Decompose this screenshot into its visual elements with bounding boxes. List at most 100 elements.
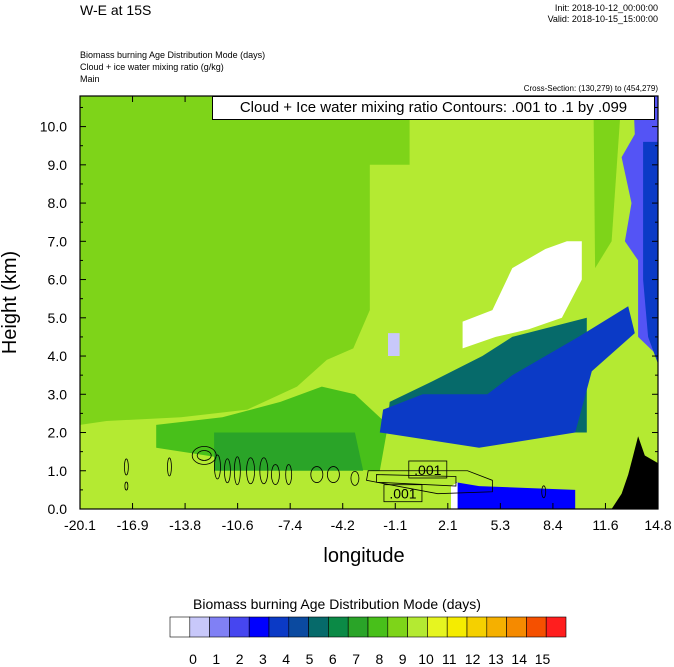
- colorbar-swatch: [446, 616, 468, 638]
- colorbar-label: 10: [418, 651, 434, 667]
- field-name-cloud: Cloud + ice water mixing ratio (g/kg): [80, 62, 224, 72]
- y-tick-label: 7.0: [48, 233, 68, 249]
- colorbar-label: 7: [352, 651, 360, 667]
- contour-ring: [326, 466, 340, 483]
- colorbar-swatch: [248, 616, 270, 638]
- colorbar-swatch: [229, 616, 250, 638]
- y-tick-label: 0.0: [48, 501, 68, 517]
- x-tick-label: 2.1: [438, 517, 458, 533]
- y-tick-label: 3.0: [48, 386, 68, 402]
- contour-ring: [271, 464, 280, 485]
- y-tick-label: 6.0: [48, 272, 68, 288]
- contour-ring: [124, 481, 129, 491]
- colorbar-swatch: [209, 616, 230, 638]
- field-region-blue-edge: [643, 141, 658, 364]
- field-cell-light: [388, 333, 400, 356]
- colorbar-label: 1: [212, 651, 220, 667]
- colorbar-title: Biomass burning Age Distribution Mode (d…: [193, 596, 481, 612]
- contour-label: .001: [389, 486, 416, 502]
- field-region-green: [80, 96, 410, 425]
- field-name-main: Main: [80, 74, 100, 84]
- colorbar-swatch: [347, 616, 369, 638]
- init-time: Init: 2018-10-12_00:00:00: [554, 3, 658, 13]
- y-tick-label: 5.0: [48, 310, 68, 326]
- colorbar-swatch: [308, 616, 329, 638]
- cross-section-label: Cross-Section: (130,279) to (454,279): [523, 84, 658, 93]
- contour-ring: [259, 457, 269, 485]
- field-region-green-upper: [593, 96, 622, 269]
- contour-ring: [167, 457, 172, 477]
- contour-label-box: [408, 460, 448, 479]
- colorbar-swatch: [427, 616, 448, 638]
- colorbar-label: 13: [488, 651, 504, 667]
- colorbar: 0 1 2 3 4 5 6 7 8 9 10 11 12 13 14 15: [169, 616, 567, 667]
- x-tick-label: -7.4: [278, 517, 302, 533]
- y-tick-label: 1.0: [48, 463, 68, 479]
- contour-label-box: [383, 484, 423, 503]
- x-tick-label: -16.9: [117, 517, 149, 533]
- x-tick-label: 8.4: [543, 517, 563, 533]
- x-tick-label: -13.8: [169, 517, 201, 533]
- colorbar-label: 12: [465, 651, 481, 667]
- contour-lines: .001 .001: [123, 446, 547, 503]
- colorbar-swatch: [486, 616, 507, 638]
- y-tick-label: 9.0: [48, 157, 68, 173]
- x-axis-label: longitude: [323, 545, 404, 567]
- colorbar-label: 9: [399, 651, 407, 667]
- colorbar-swatch: [387, 616, 408, 638]
- contour-ring: [223, 458, 231, 484]
- colorbar-swatch: [268, 616, 290, 638]
- valid-time: Valid: 2018-10-15_15:00:00: [547, 14, 658, 24]
- field-region-white: [462, 241, 582, 349]
- x-tick-label: 11.6: [592, 517, 618, 533]
- contour-ring: [214, 454, 221, 480]
- field-region-blue: [379, 306, 635, 448]
- x-tick-label: -10.6: [222, 517, 254, 533]
- x-tick-label: -4.2: [331, 517, 355, 533]
- colorbar-label: 14: [511, 651, 527, 667]
- contour-ring: [350, 471, 360, 486]
- field-region-white-surface: [451, 482, 458, 509]
- contour-ring: [246, 457, 255, 485]
- colorbar-label: 11: [442, 651, 457, 667]
- contour-ring: [123, 458, 129, 476]
- colorbar-swatch: [288, 616, 309, 638]
- field-region-dark-green: [214, 432, 364, 471]
- y-tick-label: 4.0: [48, 348, 68, 364]
- x-tick-label: -1.1: [383, 517, 407, 533]
- field-name-biomass: Biomass burning Age Distribution Mode (d…: [80, 50, 266, 60]
- x-tick-label: 14.8: [644, 517, 671, 533]
- y-axis-label: Height (km): [0, 251, 21, 354]
- contour-ring: [285, 464, 293, 485]
- contour-info-box: Cloud + Ice water mixing ratio Contours:…: [212, 96, 655, 120]
- colorbar-label: 15: [535, 651, 551, 667]
- contour-ring: [541, 485, 547, 499]
- contour-band: [366, 470, 493, 495]
- plot-title: W-E at 15S: [80, 2, 152, 18]
- colorbar-label: 2: [236, 651, 244, 667]
- y-tick-label: 2.0: [48, 425, 68, 441]
- colorbar-label: 5: [306, 651, 314, 667]
- y-tick-label: 8.0: [48, 195, 68, 211]
- colorbar-swatch: [545, 616, 567, 638]
- filled-field: [80, 96, 658, 509]
- contour-ring: [196, 450, 212, 461]
- colorbar-label: 4: [282, 651, 290, 667]
- colorbar-label: 6: [329, 651, 337, 667]
- x-tick-label: 5.3: [491, 517, 511, 533]
- y-tick-label: 10.0: [40, 119, 67, 135]
- colorbar-swatch: [407, 616, 428, 638]
- colorbar-swatch: [506, 616, 527, 638]
- colorbar-label: 0: [189, 651, 197, 667]
- colorbar-swatch: [367, 616, 389, 638]
- contour-ring: [310, 466, 324, 483]
- plot-axes: -20.1 -16.9 -13.8 -10.6 -7.4 -4.2 -1.1 2.1 5.3 8.…: [0, 95, 672, 567]
- colorbar-swatch: [169, 616, 191, 638]
- contour-label: .001: [414, 462, 441, 478]
- terrain: [611, 436, 658, 509]
- colorbar-label: 8: [376, 651, 384, 667]
- contour-band: [376, 474, 457, 487]
- colorbar-swatch: [466, 616, 488, 638]
- colorbar-label: 3: [259, 651, 267, 667]
